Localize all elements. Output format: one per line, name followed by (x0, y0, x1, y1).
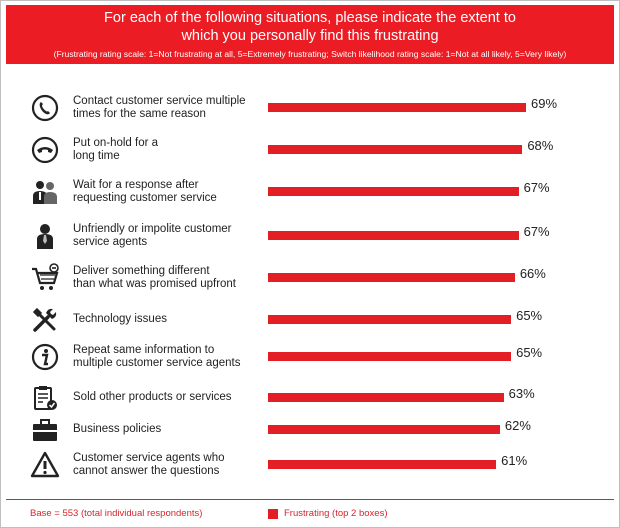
chart-title-line2: which you personally find this frustrati… (181, 28, 439, 44)
category-label-line1: Business policies (73, 423, 162, 435)
chart-row: Deliver something different than what was… (0, 263, 620, 303)
category-label: Repeat same information to multiple custo… (73, 344, 263, 370)
person-icon (30, 221, 60, 251)
phone-icon (30, 93, 60, 123)
chart-header: For each of the following situations, pl… (6, 5, 614, 64)
chart-row: Business policies 62% (0, 415, 620, 455)
data-label: 61% (501, 453, 528, 468)
chart-row: Sold other products or services 63% (0, 383, 620, 423)
category-label: Sold other products or services (73, 391, 263, 404)
chart-row: Repeat same information to multiple custo… (0, 342, 620, 382)
bar (268, 460, 497, 469)
legend-swatch (268, 509, 278, 519)
category-label: Unfriendly or impolite customer service a… (73, 223, 263, 249)
category-label: Put on-hold for a long time (73, 137, 263, 163)
bar (268, 231, 519, 240)
bar (268, 393, 504, 402)
category-label: Customer service agents who cannot answer… (73, 452, 263, 478)
category-label-line1: Contact customer service multiple (73, 95, 246, 107)
info-icon (30, 342, 60, 372)
footer-divider (6, 499, 614, 500)
category-label-line2: long time (73, 150, 120, 162)
category-label-line1: Deliver something different (73, 265, 210, 277)
people-icon (30, 177, 60, 207)
chart-row: Unfriendly or impolite customer service a… (0, 221, 620, 261)
chart-title-line1: For each of the following situations, pl… (104, 10, 516, 26)
category-label: Deliver something different than what was… (73, 265, 263, 291)
category-label-line2: service agents (73, 236, 148, 248)
warning-icon (30, 450, 60, 480)
legend-label: Frustrating (top 2 boxes) (284, 508, 388, 519)
data-label: 63% (508, 386, 535, 401)
bar (268, 187, 519, 196)
category-label: Wait for a response after requesting cust… (73, 179, 263, 205)
chart-row: Technology issues 65% (0, 305, 620, 345)
category-label-line2: multiple customer service agents (73, 357, 241, 369)
chart-row: Wait for a response after requesting cust… (0, 177, 620, 217)
data-label: 69% (531, 96, 558, 111)
category-label: Contact customer service multiple times f… (73, 95, 263, 121)
bar (268, 352, 512, 361)
data-label: 68% (527, 138, 554, 153)
data-label: 66% (519, 266, 546, 281)
category-label-line2: times for the same reason (73, 108, 206, 120)
data-label: 67% (523, 180, 550, 195)
bar (268, 103, 527, 112)
chart-row: Contact customer service multiple times f… (0, 93, 620, 133)
data-label: 62% (504, 418, 531, 433)
chart-row: Put on-hold for a long time 68% (0, 135, 620, 175)
clipboard-icon (30, 383, 60, 413)
category-label-line1: Unfriendly or impolite customer (73, 223, 232, 235)
category-label-line2: requesting customer service (73, 192, 217, 204)
category-label-line1: Technology issues (73, 313, 167, 325)
category-label: Business policies (73, 423, 263, 436)
category-label: Technology issues (73, 313, 263, 326)
category-label-line1: Put on-hold for a (73, 137, 159, 149)
bar (268, 315, 512, 324)
bar (268, 273, 515, 282)
briefcase-icon (30, 415, 60, 445)
category-label-line1: Repeat same information to (73, 344, 215, 356)
category-label-line1: Sold other products or services (73, 391, 232, 403)
category-label-line1: Wait for a response after (73, 179, 199, 191)
base-note: Base = 553 (total individual respondents… (30, 508, 203, 519)
data-label: 65% (516, 308, 543, 323)
category-label-line1: Customer service agents who (73, 452, 225, 464)
data-label: 65% (516, 345, 543, 360)
bar (268, 145, 523, 154)
cart-icon (30, 263, 60, 293)
data-label: 67% (523, 224, 550, 239)
bar (268, 425, 500, 434)
tools-icon (30, 305, 60, 335)
chart-row: Customer service agents who cannot answer… (0, 450, 620, 490)
category-label-line2: than what was promised upfront (73, 278, 237, 290)
chart-subtitle: (Frustrating rating scale: 1=Not frustra… (53, 49, 567, 59)
category-label-line2: cannot answer the questions (73, 465, 220, 477)
handset-icon (30, 135, 60, 165)
